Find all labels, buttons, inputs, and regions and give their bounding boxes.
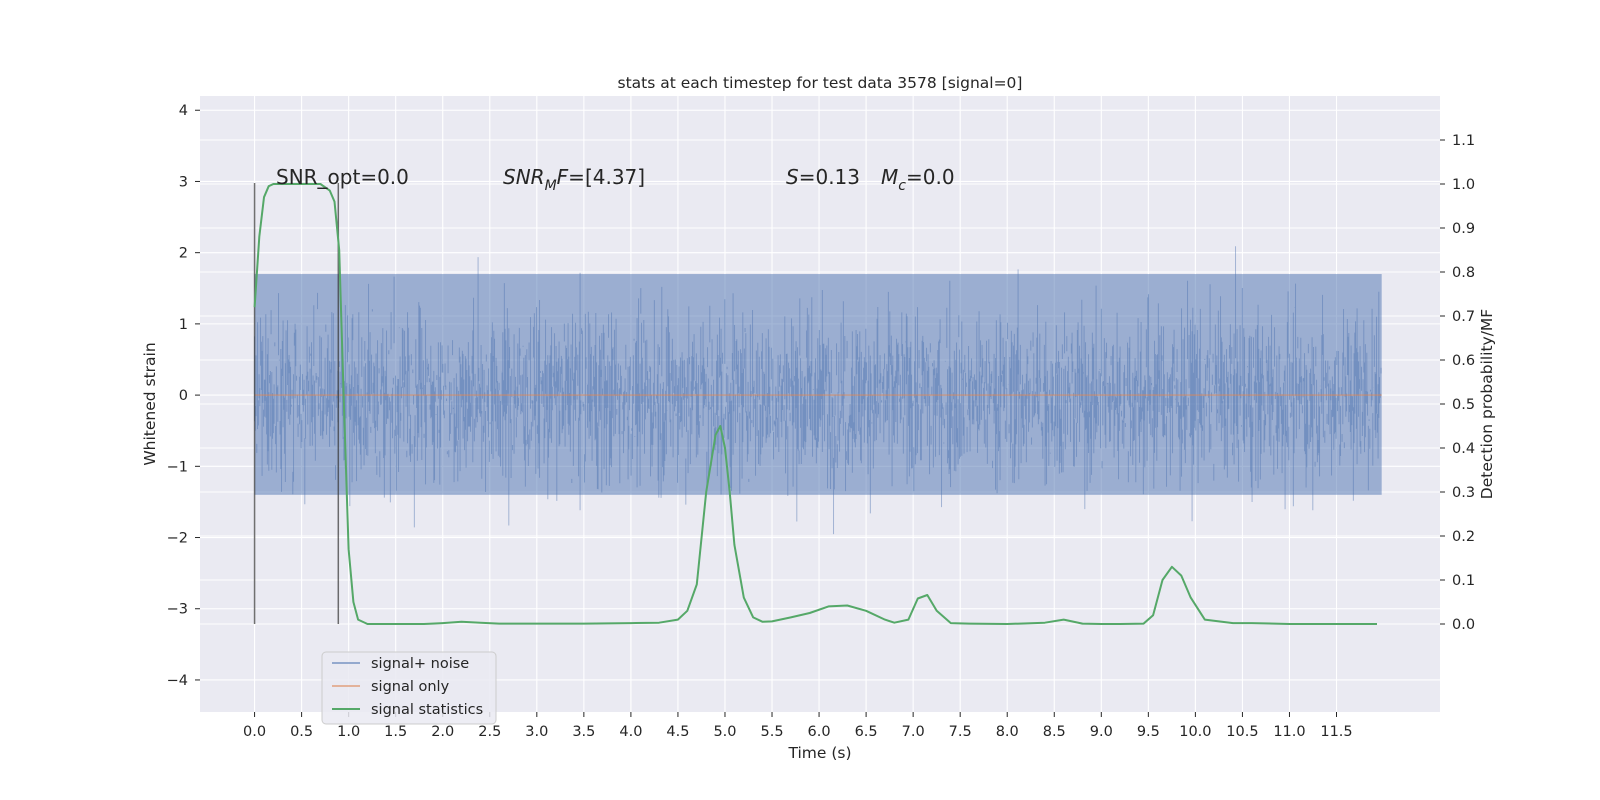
right-y-tick-label: 0.7 xyxy=(1452,309,1475,325)
x-tick-label: 2.0 xyxy=(431,724,454,740)
legend-label-stats: signal statistics xyxy=(371,702,483,718)
x-tick-label: 3.5 xyxy=(572,724,595,740)
y-tick-label: −1 xyxy=(167,459,188,475)
right-y-tick-label: 0.2 xyxy=(1452,529,1475,545)
x-tick-label: 11.0 xyxy=(1273,724,1305,740)
right-y-tick-label: 1.0 xyxy=(1452,177,1475,193)
x-tick-label: 1.5 xyxy=(384,724,407,740)
legend-label-noise: signal+ noise xyxy=(371,656,469,672)
x-tick-label: 4.5 xyxy=(666,724,689,740)
x-axis-label: Time (s) xyxy=(787,744,851,762)
right-y-tick-label: 0.0 xyxy=(1452,617,1475,633)
right-y-axis-label: Detection probability/MF xyxy=(1478,309,1496,500)
legend-label-signal: signal only xyxy=(371,679,450,695)
right-y-tick-label: 0.6 xyxy=(1452,353,1475,369)
s-stat-value: 0.13 xyxy=(815,165,860,189)
x-tick-label: 11.5 xyxy=(1320,724,1352,740)
x-tick-label: 4.0 xyxy=(619,724,642,740)
x-tick-label: 10.5 xyxy=(1226,724,1258,740)
right-y-tick-label: 0.9 xyxy=(1452,221,1475,237)
right-y-tick-label: 0.5 xyxy=(1452,397,1475,413)
x-tick-label: 7.5 xyxy=(949,724,972,740)
right-y-tick-label: 1.1 xyxy=(1452,133,1475,149)
right-y-tick-label: 0.1 xyxy=(1452,573,1475,589)
x-tick-label: 8.0 xyxy=(996,724,1019,740)
right-y-tick-label: 0.8 xyxy=(1452,265,1475,281)
x-tick-label: 9.5 xyxy=(1137,724,1160,740)
snr-opt-annotation: SNR_opt=0.0 xyxy=(276,165,409,189)
y-tick-label: −2 xyxy=(167,531,188,547)
legend: signal+ noise signal only signal statist… xyxy=(322,652,496,724)
y-tick-label: −3 xyxy=(167,602,188,618)
x-tick-label: 5.5 xyxy=(760,724,783,740)
y-tick-label: 2 xyxy=(179,246,188,262)
y-tick-label: 0 xyxy=(179,388,188,404)
x-tick-label: 8.5 xyxy=(1043,724,1066,740)
s-stat-annotation: S=0.13 xyxy=(786,165,860,189)
x-tick-label: 1.0 xyxy=(337,724,360,740)
y-tick-label: 1 xyxy=(179,317,188,333)
x-tick-label: 3.0 xyxy=(525,724,548,740)
x-tick-label: 2.5 xyxy=(478,724,501,740)
y-tick-label: −4 xyxy=(167,673,188,689)
x-tick-label: 7.0 xyxy=(902,724,925,740)
x-tick-label: 6.5 xyxy=(855,724,878,740)
y-tick-label: 4 xyxy=(179,103,188,119)
x-tick-label: 5.0 xyxy=(713,724,736,740)
x-tick-label: 6.0 xyxy=(808,724,831,740)
y-tick-label: 3 xyxy=(179,174,188,190)
x-tick-label: 9.0 xyxy=(1090,724,1113,740)
chart-title: stats at each timestep for test data 357… xyxy=(618,74,1023,92)
x-tick-label: 0.0 xyxy=(243,724,266,740)
mc-value: 0.0 xyxy=(923,165,955,189)
snr-mf-value: [4.37] xyxy=(585,165,645,189)
x-tick-label: 10.0 xyxy=(1179,724,1211,740)
y-axis-label: Whitened strain xyxy=(141,342,159,465)
right-y-tick-label: 0.3 xyxy=(1452,485,1475,501)
right-y-tick-label: 0.4 xyxy=(1452,441,1475,457)
signal-noise-series xyxy=(255,246,1382,534)
x-tick-label: 0.5 xyxy=(290,724,313,740)
